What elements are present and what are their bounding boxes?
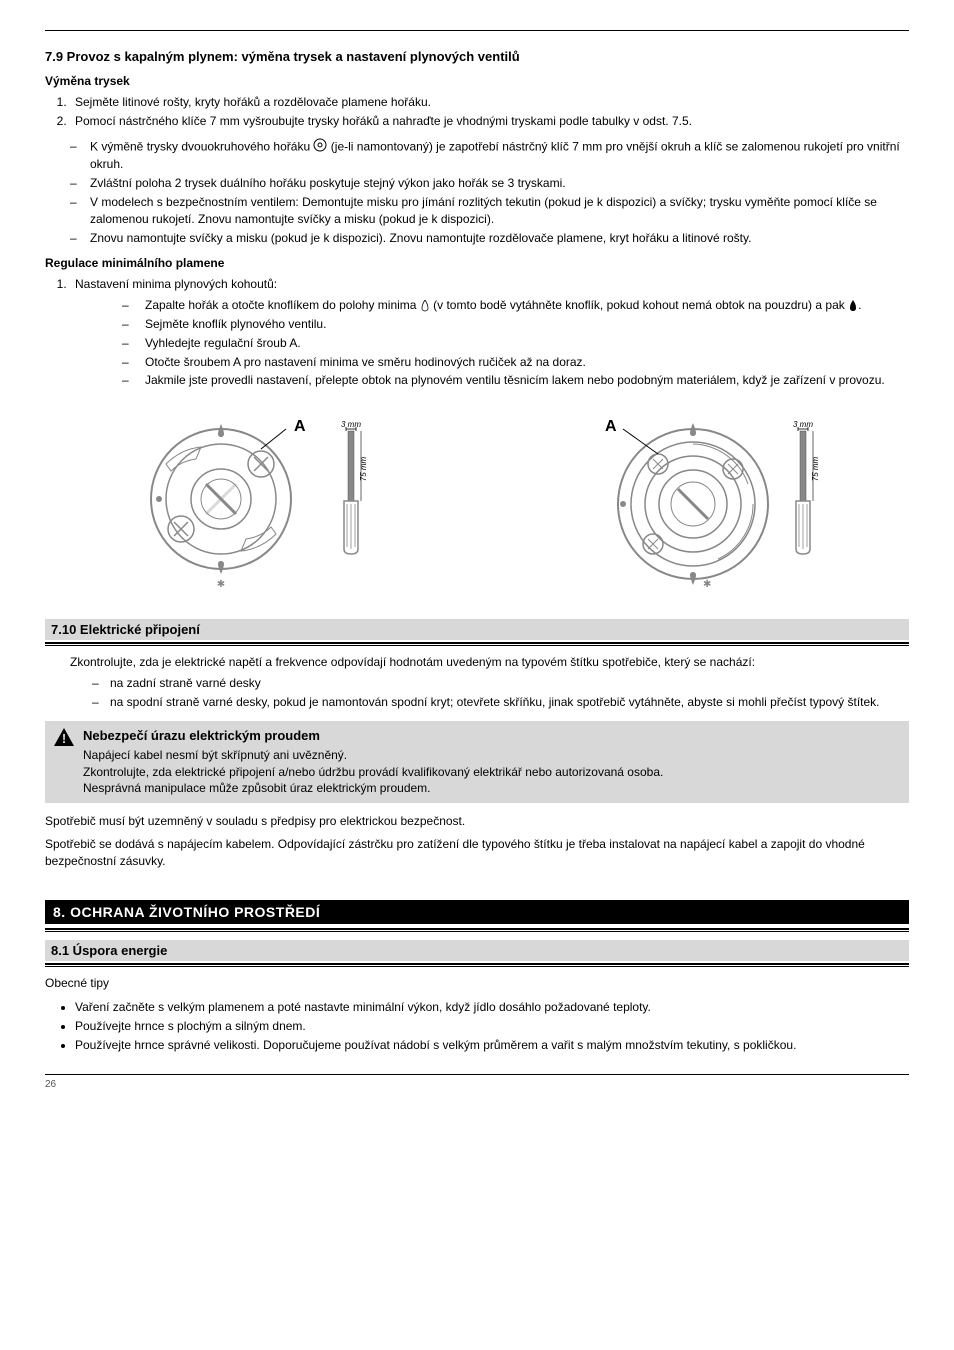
- dash-item: K výměně trysky dvouokruhového hořáku (j…: [90, 138, 909, 174]
- para-8-1-intro: Obecné tipy: [45, 975, 909, 992]
- warning-line: Napájecí kabel nesmí být skřípnutý ani u…: [83, 747, 901, 764]
- double-rule-1: [45, 642, 909, 646]
- figure-label-a: A: [605, 418, 617, 435]
- warning-line: Nesprávná manipulace může způsobit úraz …: [83, 780, 901, 797]
- figures-row: ✱ A 3 mm 75 mm: [45, 409, 909, 589]
- para-7-10-3: Spotřebič se dodává s napájecím kabelem.…: [45, 836, 909, 870]
- dash-text: Vyhledejte regulační šroub A.: [145, 336, 301, 350]
- warning-title: Nebezpečí úrazu elektrickým proudem: [83, 727, 901, 745]
- dash-list-7-10: na zadní straně varné desky na spodní st…: [45, 675, 909, 711]
- double-rule-3: [45, 963, 909, 967]
- warning-box: ! Nebezpečí úrazu elektrickým proudem Na…: [45, 721, 909, 804]
- warning-content: Nebezpečí úrazu elektrickým proudem Napá…: [83, 727, 901, 798]
- dash-item: Sejměte knoflík plynového ventilu.: [140, 316, 909, 333]
- dash-item: na zadní straně varné desky: [110, 675, 909, 692]
- dash-text: Znovu namontujte svíčky a misku (pokud j…: [90, 231, 751, 245]
- burner-diagram-2: ✱ A 3 mm 75 mm: [563, 409, 843, 589]
- dash-item: na spodní straně varné desky, pokud je n…: [110, 694, 909, 711]
- svg-text:✱: ✱: [703, 579, 711, 589]
- dash-item: V modelech s bezpečnostním ventilem: Dem…: [90, 194, 909, 228]
- dash-item: Zapalte hořák a otočte knoflíkem do polo…: [140, 297, 909, 314]
- burner-icon-1: [313, 138, 327, 157]
- dash-text: Zvláštní poloha 2 trysek duálního hořáku…: [90, 176, 566, 190]
- dim-3mm: 3 mm: [341, 420, 361, 429]
- bullet-text: Používejte hrnce s plochým a silným dnem…: [75, 1019, 306, 1033]
- top-divider: [45, 30, 909, 31]
- footer-divider: [45, 1074, 909, 1075]
- black-band-8: 8. OCHRANA ŽIVOTNÍHO PROSTŘEDÍ: [45, 900, 909, 924]
- bullet-list-8-1: Vaření začněte s velkým plamenem a poté …: [45, 999, 909, 1053]
- section-heading: 7.9 Provoz s kapalným plynem: výměna try…: [45, 49, 909, 64]
- bullet-text: Používejte hrnce správné velikosti. Dopo…: [75, 1038, 796, 1052]
- page-footer: 26: [45, 1079, 909, 1090]
- dash-list-2: Zapalte hořák a otočte knoflíkem do polo…: [75, 297, 909, 389]
- svg-text:!: !: [62, 731, 66, 746]
- list-item: Sejměte litinové rošty, kryty hořáků a r…: [70, 94, 909, 111]
- dash-item: Zvláštní poloha 2 trysek duálního hořáku…: [90, 175, 909, 192]
- subsection-heading-2: Regulace minimálního plamene: [45, 256, 909, 270]
- dash-text: Otočte šroubem A pro nastavení minima ve…: [145, 355, 586, 369]
- section-bar-8-1: 8.1 Úspora energie: [45, 940, 909, 961]
- double-rule-2: [45, 928, 909, 932]
- list-text: Nastavení minima plynových kohoutů:: [75, 277, 277, 291]
- dash-item: Jakmile jste provedli nastavení, přelept…: [140, 372, 909, 389]
- list-item: Nastavení minima plynových kohoutů: Zapa…: [70, 276, 909, 389]
- section-bar-7-10: 7.10 Elektrické připojení: [45, 619, 909, 640]
- dash-text: na zadní straně varné desky: [110, 676, 261, 690]
- bullet-text: Vaření začněte s velkým plamenem a poté …: [75, 1000, 651, 1014]
- bullet-item: Vaření začněte s velkým plamenem a poté …: [75, 999, 909, 1016]
- numbered-list-1: Sejměte litinové rošty, kryty hořáků a r…: [45, 94, 909, 130]
- dim-75mm: 75 mm: [359, 457, 368, 482]
- dash-text: Sejměte knoflík plynového ventilu.: [145, 317, 326, 331]
- burner-diagram-1: ✱ A 3 mm 75 mm: [111, 409, 391, 589]
- dim-3mm: 3 mm: [793, 420, 813, 429]
- para-7-10-intro: Zkontrolujte, zda je elektrické napětí a…: [45, 654, 909, 671]
- list-text: Pomocí nástrčného klíče 7 mm vyšroubujte…: [75, 114, 692, 128]
- flame-filled-icon: [848, 300, 858, 312]
- subsection-heading-1: Výměna trysek: [45, 74, 909, 88]
- list-text: Sejměte litinové rošty, kryty hořáků a r…: [75, 95, 431, 109]
- section-7-9: 7.9 Provoz s kapalným plynem: výměna try…: [45, 49, 909, 389]
- figure-2: ✱ A 3 mm 75 mm: [563, 409, 843, 589]
- dim-75mm: 75 mm: [811, 457, 820, 482]
- numbered-list-2: Nastavení minima plynových kohoutů: Zapa…: [45, 276, 909, 389]
- warning-triangle-icon: !: [53, 727, 75, 798]
- dash-text: Jakmile jste provedli nastavení, přelept…: [145, 373, 885, 387]
- dash-item: Znovu namontujte svíčky a misku (pokud j…: [90, 230, 909, 247]
- dash-item: Vyhledejte regulační šroub A.: [140, 335, 909, 352]
- figure-label-a: A: [294, 418, 306, 435]
- warning-line: Zkontrolujte, zda elektrické připojení a…: [83, 764, 901, 781]
- dash-list-1: K výměně trysky dvouokruhového hořáku (j…: [45, 138, 909, 247]
- bullet-item: Používejte hrnce s plochým a silným dnem…: [75, 1018, 909, 1035]
- figure-1: ✱ A 3 mm 75 mm: [111, 409, 391, 589]
- dash-text: na spodní straně varné desky, pokud je n…: [110, 695, 880, 709]
- svg-text:✱: ✱: [217, 579, 225, 589]
- dash-item: Otočte šroubem A pro nastavení minima ve…: [140, 354, 909, 371]
- dash-text: V modelech s bezpečnostním ventilem: Dem…: [90, 195, 877, 226]
- list-item: Pomocí nástrčného klíče 7 mm vyšroubujte…: [70, 113, 909, 130]
- para-7-10-2: Spotřebič musí být uzemněný v souladu s …: [45, 813, 909, 830]
- bullet-item: Používejte hrnce správné velikosti. Dopo…: [75, 1037, 909, 1054]
- flame-outline-icon: [420, 300, 430, 312]
